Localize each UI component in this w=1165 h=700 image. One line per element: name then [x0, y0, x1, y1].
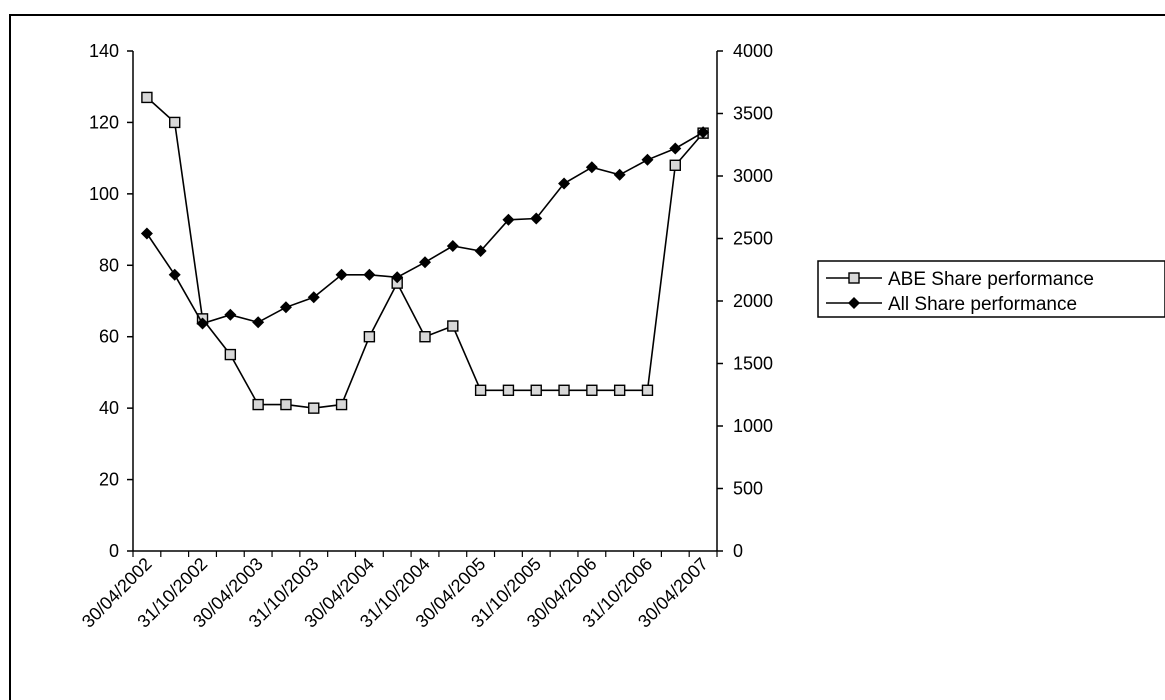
series-1-point — [419, 331, 431, 343]
left-tick-label: 80 — [99, 255, 119, 275]
legend-box — [817, 260, 1165, 318]
right-tick-label: 2000 — [733, 291, 773, 311]
series-2-point — [558, 177, 571, 190]
series-2-point — [585, 161, 598, 174]
legend-marker — [848, 297, 860, 309]
series-2-point — [669, 142, 682, 155]
series-2-point — [224, 308, 237, 321]
series-1-point — [502, 384, 515, 396]
series-1-point — [363, 331, 376, 343]
series-2-point — [363, 268, 376, 281]
series-1-point — [280, 398, 292, 411]
series-2-point — [446, 240, 459, 252]
series-layer — [140, 91, 710, 414]
series-2-point — [391, 271, 404, 284]
series-2-point — [419, 256, 431, 269]
series-2-point — [196, 317, 209, 330]
series-1-point — [335, 398, 348, 411]
left-tick-label: 60 — [99, 327, 119, 347]
series-1-point — [447, 320, 459, 332]
left-tick-label: 40 — [99, 398, 119, 418]
series-2-point — [502, 213, 515, 226]
series-line-1 — [146, 96, 704, 409]
legend: ABE Share performance All Share performan… — [817, 260, 1165, 318]
series-2-point — [279, 301, 292, 314]
series-2-point — [530, 212, 543, 225]
right-tick-label: 3500 — [733, 104, 773, 124]
series-2-point — [335, 268, 348, 281]
right-tick-label: 0 — [733, 541, 743, 561]
series-1-point — [669, 159, 681, 171]
series-1-point — [641, 384, 654, 396]
left-tick-label: 120 — [89, 112, 119, 132]
series-1-point — [141, 91, 153, 104]
left-tick-label: 0 — [109, 541, 119, 561]
legend-marker — [848, 272, 860, 284]
series-1-point — [558, 384, 570, 396]
series-1-point — [224, 348, 237, 361]
series-2-point — [697, 126, 710, 139]
series-2-point — [641, 153, 654, 166]
legend-label: All Share performance — [888, 294, 1077, 315]
series-2-point — [140, 227, 153, 240]
series-1-point — [474, 384, 487, 396]
series-2-point — [252, 316, 265, 329]
series-2-point — [307, 291, 320, 304]
left-tick-label: 140 — [89, 41, 119, 61]
chart-frame — [9, 14, 1165, 700]
left-tick-label: 20 — [99, 470, 119, 490]
series-2-point — [474, 245, 487, 257]
right-tick-label: 500 — [733, 479, 763, 499]
series-2-point — [168, 268, 181, 281]
right-tick-label: 1500 — [733, 354, 773, 374]
legend-label: ABE Share performance — [888, 269, 1094, 290]
right-tick-label: 1000 — [733, 416, 773, 436]
series-1-point — [530, 384, 542, 396]
series-2-point — [613, 168, 626, 181]
right-tick-label: 4000 — [733, 41, 773, 61]
series-1-point — [308, 402, 320, 414]
series-1-point — [586, 384, 598, 396]
series-line-2 — [146, 131, 704, 325]
series-1-point — [169, 116, 181, 129]
right-tick-label: 3000 — [733, 166, 773, 186]
right-tick-label: 2500 — [733, 229, 773, 249]
series-1-point — [252, 398, 264, 411]
left-tick-label: 100 — [89, 184, 119, 204]
series-1-point — [613, 384, 626, 396]
